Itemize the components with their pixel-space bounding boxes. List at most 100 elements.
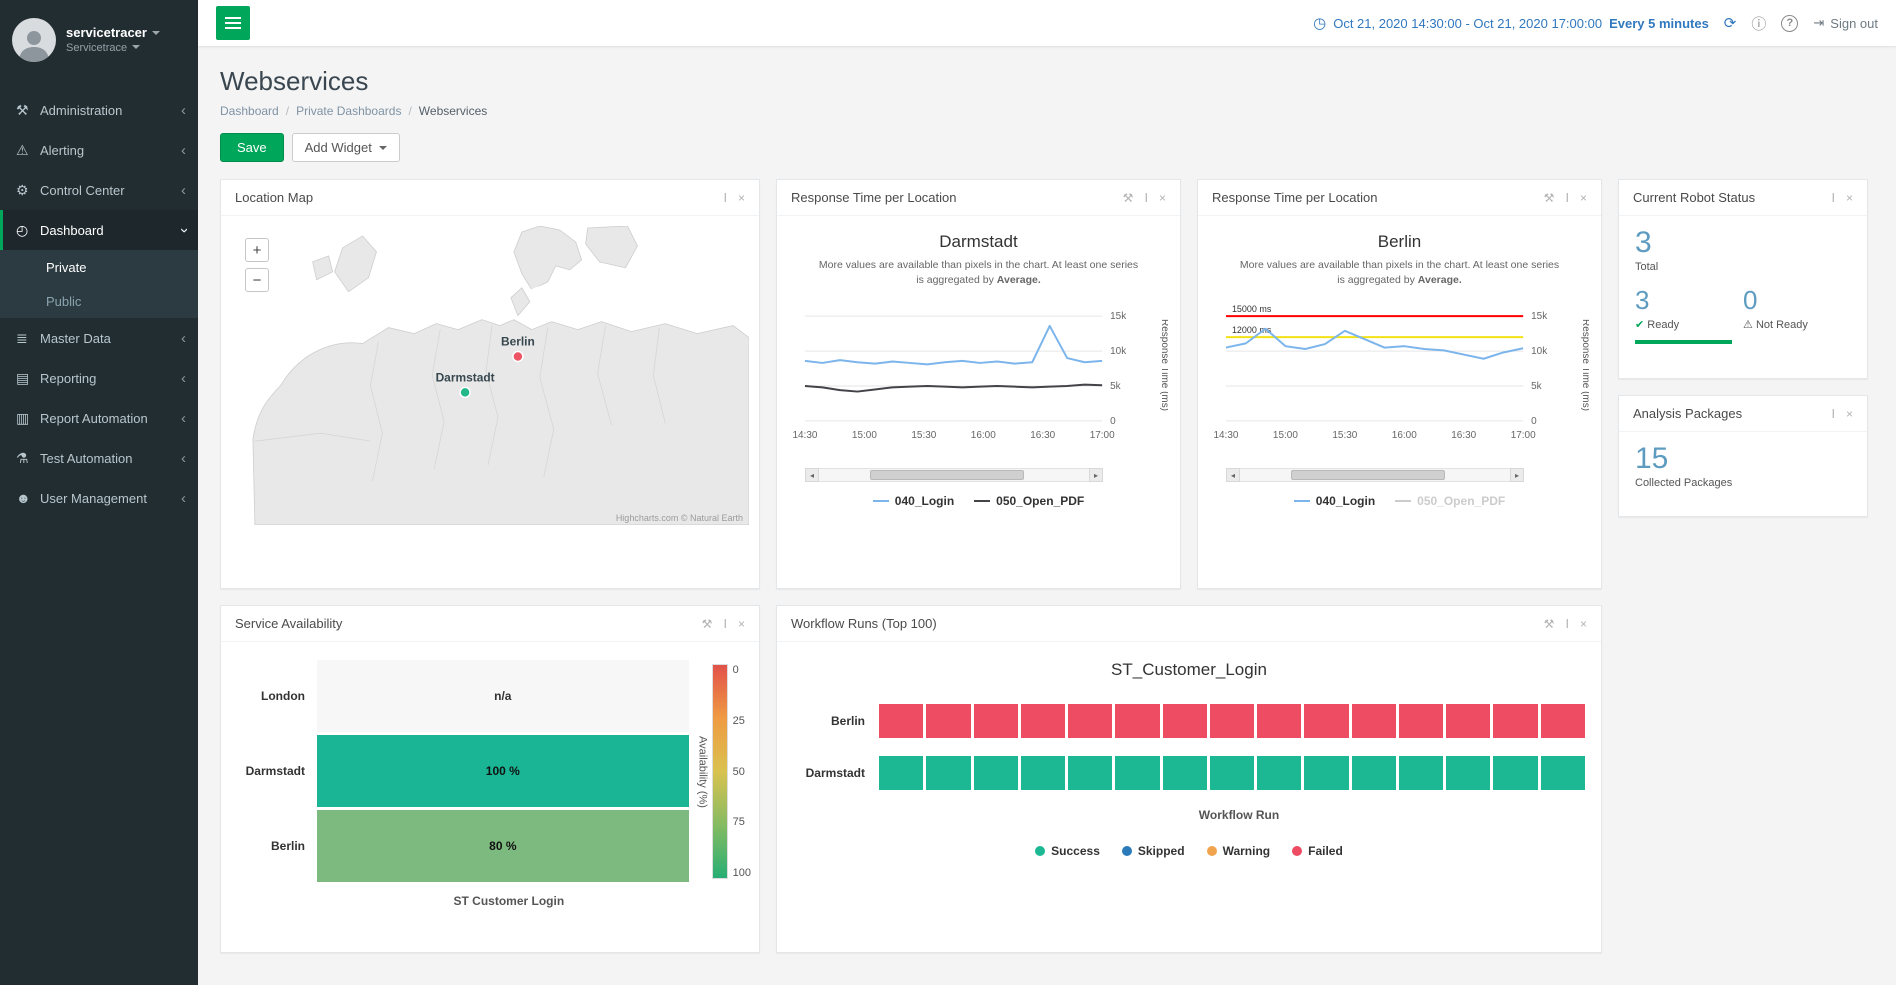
avatar[interactable] xyxy=(12,18,56,62)
workflow-run-segment[interactable] xyxy=(1398,704,1444,738)
scroll-right-arrow[interactable] xyxy=(1089,468,1103,483)
wrench-icon[interactable]: ⚒ xyxy=(1122,190,1134,205)
workflow-run-segment[interactable] xyxy=(1446,756,1491,790)
workflow-run-segment[interactable] xyxy=(1115,756,1160,790)
response-time-chart-berlin[interactable]: 0 5k 10k 15k 15000 ms 12000 ms 14:30 15:00 15:30… xyxy=(1210,297,1591,509)
sidebar-item-dashboard[interactable]: ◴ Dashboard ‹ xyxy=(0,210,198,250)
scroll-left-arrow[interactable] xyxy=(1226,468,1240,483)
workflow-run-segment[interactable] xyxy=(1257,756,1302,790)
legend-item[interactable]: 040_Login xyxy=(872,494,954,508)
sidebar-item-control-center[interactable]: ⚙ Control Center ‹ xyxy=(0,170,198,210)
workflow-run-segment[interactable] xyxy=(1493,756,1538,790)
workflow-run-segment[interactable] xyxy=(879,704,924,738)
workflow-run-segment[interactable] xyxy=(1162,704,1207,738)
workflow-run-segment[interactable] xyxy=(926,756,971,790)
map-marker-berlin[interactable]: Berlin xyxy=(501,335,535,363)
availability-bar[interactable]: 80 % xyxy=(317,810,689,882)
save-button[interactable]: Save xyxy=(220,133,284,162)
time-range[interactable]: ◷ Oct 21, 2020 14:30:00 - Oct 21, 2020 1… xyxy=(1313,15,1709,32)
wrench-icon[interactable]: ⚒ xyxy=(701,616,713,631)
menu-toggle-button[interactable] xyxy=(216,6,250,40)
move-icon[interactable]: Ⅰ xyxy=(1565,616,1569,631)
chart-scrollbar[interactable] xyxy=(805,468,1103,483)
info-icon[interactable]: ⓘ xyxy=(1751,15,1767,33)
workflow-run-segment[interactable] xyxy=(1209,704,1255,738)
legend-item[interactable]: Failed xyxy=(1292,844,1343,858)
availability-bar[interactable]: 100 % xyxy=(317,735,689,807)
scroll-track[interactable] xyxy=(819,468,1089,483)
legend-item[interactable]: 050_Open_PDF xyxy=(974,494,1084,508)
workflow-run-segment[interactable] xyxy=(879,756,924,790)
close-icon[interactable]: × xyxy=(1845,190,1853,205)
scroll-left-arrow[interactable] xyxy=(805,468,819,483)
close-icon[interactable]: × xyxy=(1579,190,1587,205)
workflow-run-segment[interactable] xyxy=(1446,704,1491,738)
refresh-icon[interactable]: ⟳ xyxy=(1723,15,1737,32)
sidebar-item-report-automation[interactable]: ▥ Report Automation ‹ xyxy=(0,398,198,438)
sign-out-button[interactable]: ⇥ Sign out xyxy=(1813,15,1878,31)
account-name[interactable]: Servicetrace xyxy=(66,41,160,56)
workflow-run-segment[interactable] xyxy=(1209,756,1255,790)
sidebar-item-administration[interactable]: ⚒ Administration ‹ xyxy=(0,90,198,130)
breadcrumb-private-dashboards[interactable]: Private Dashboards xyxy=(296,104,402,118)
close-icon[interactable]: × xyxy=(1845,406,1853,421)
workflow-run-segment[interactable] xyxy=(1304,756,1349,790)
breadcrumb-dashboard[interactable]: Dashboard xyxy=(220,104,279,118)
legend-item[interactable]: 050_Open_PDF xyxy=(1395,494,1505,508)
wrench-icon[interactable]: ⚒ xyxy=(1543,616,1555,631)
zoom-out-button[interactable]: − xyxy=(245,268,269,292)
workflow-run-segment[interactable] xyxy=(973,704,1018,738)
workflow-run-segment[interactable] xyxy=(1540,756,1585,790)
sidebar-subitem-private[interactable]: Private xyxy=(46,259,87,275)
sidebar-item-reporting[interactable]: ▤ Reporting ‹ xyxy=(0,358,198,398)
availability-bar[interactable]: n/a xyxy=(317,660,689,732)
workflow-run-segment[interactable] xyxy=(1351,756,1396,790)
workflow-run-segment[interactable] xyxy=(973,756,1018,790)
legend-item[interactable]: 040_Login xyxy=(1293,494,1375,508)
wrench-icon[interactable]: ⚒ xyxy=(1543,190,1555,205)
europe-map[interactable]: + − xyxy=(221,216,759,535)
move-icon[interactable]: Ⅰ xyxy=(1831,190,1835,205)
workflow-run-segment[interactable] xyxy=(1493,704,1538,738)
move-icon[interactable]: Ⅰ xyxy=(1831,406,1835,421)
workflow-run-segment[interactable] xyxy=(1351,704,1396,738)
scroll-thumb[interactable] xyxy=(1291,470,1446,481)
map-marker-darmstadt[interactable]: Darmstadt xyxy=(436,370,495,399)
sidebar-subitem-public[interactable]: Public xyxy=(46,293,82,309)
help-icon[interactable]: ? xyxy=(1781,14,1799,32)
sidebar-item-alerting[interactable]: ⚠ Alerting ‹ xyxy=(0,130,198,170)
response-time-chart-darmstadt[interactable]: 0 5k 10k 15k 14:30 15:00 15:30 16:00 16:30 17:00 R… xyxy=(789,297,1170,509)
sidebar-item-user-management[interactable]: ☻ User Management ‹ xyxy=(0,478,198,518)
workflow-run-segment[interactable] xyxy=(1304,704,1349,738)
user-name[interactable]: servicetracer xyxy=(66,24,160,42)
move-icon[interactable]: Ⅰ xyxy=(1565,190,1569,205)
chart-scrollbar[interactable] xyxy=(1226,468,1524,483)
scroll-right-arrow[interactable] xyxy=(1510,468,1524,483)
scroll-thumb[interactable] xyxy=(870,470,1025,481)
legend-item[interactable]: Success xyxy=(1035,844,1100,858)
close-icon[interactable]: × xyxy=(737,616,745,631)
workflow-run-segment[interactable] xyxy=(1068,704,1113,738)
move-icon[interactable]: Ⅰ xyxy=(1144,190,1148,205)
legend-item[interactable]: Warning xyxy=(1206,844,1270,858)
workflow-run-segment[interactable] xyxy=(1115,704,1160,738)
workflow-run-segment[interactable] xyxy=(1540,704,1585,738)
close-icon[interactable]: × xyxy=(1158,190,1166,205)
close-icon[interactable]: × xyxy=(737,190,745,205)
workflow-run-segment[interactable] xyxy=(1020,756,1066,790)
workflow-run-segment[interactable] xyxy=(1398,756,1444,790)
workflow-run-segment[interactable] xyxy=(1162,756,1207,790)
move-icon[interactable]: Ⅰ xyxy=(723,616,727,631)
sidebar-item-master-data[interactable]: ≣ Master Data ‹ xyxy=(0,318,198,358)
workflow-run-segment[interactable] xyxy=(1020,704,1066,738)
move-icon[interactable]: Ⅰ xyxy=(723,190,727,205)
workflow-run-segment[interactable] xyxy=(926,704,971,738)
zoom-in-button[interactable]: + xyxy=(245,238,269,262)
scroll-track[interactable] xyxy=(1240,468,1510,483)
add-widget-button[interactable]: Add Widget xyxy=(291,133,400,162)
sidebar-item-test-automation[interactable]: ⚗ Test Automation ‹ xyxy=(0,438,198,478)
legend-item[interactable]: Skipped xyxy=(1121,844,1185,858)
close-icon[interactable]: × xyxy=(1579,616,1587,631)
workflow-run-segment[interactable] xyxy=(1068,756,1113,790)
workflow-run-segment[interactable] xyxy=(1257,704,1302,738)
